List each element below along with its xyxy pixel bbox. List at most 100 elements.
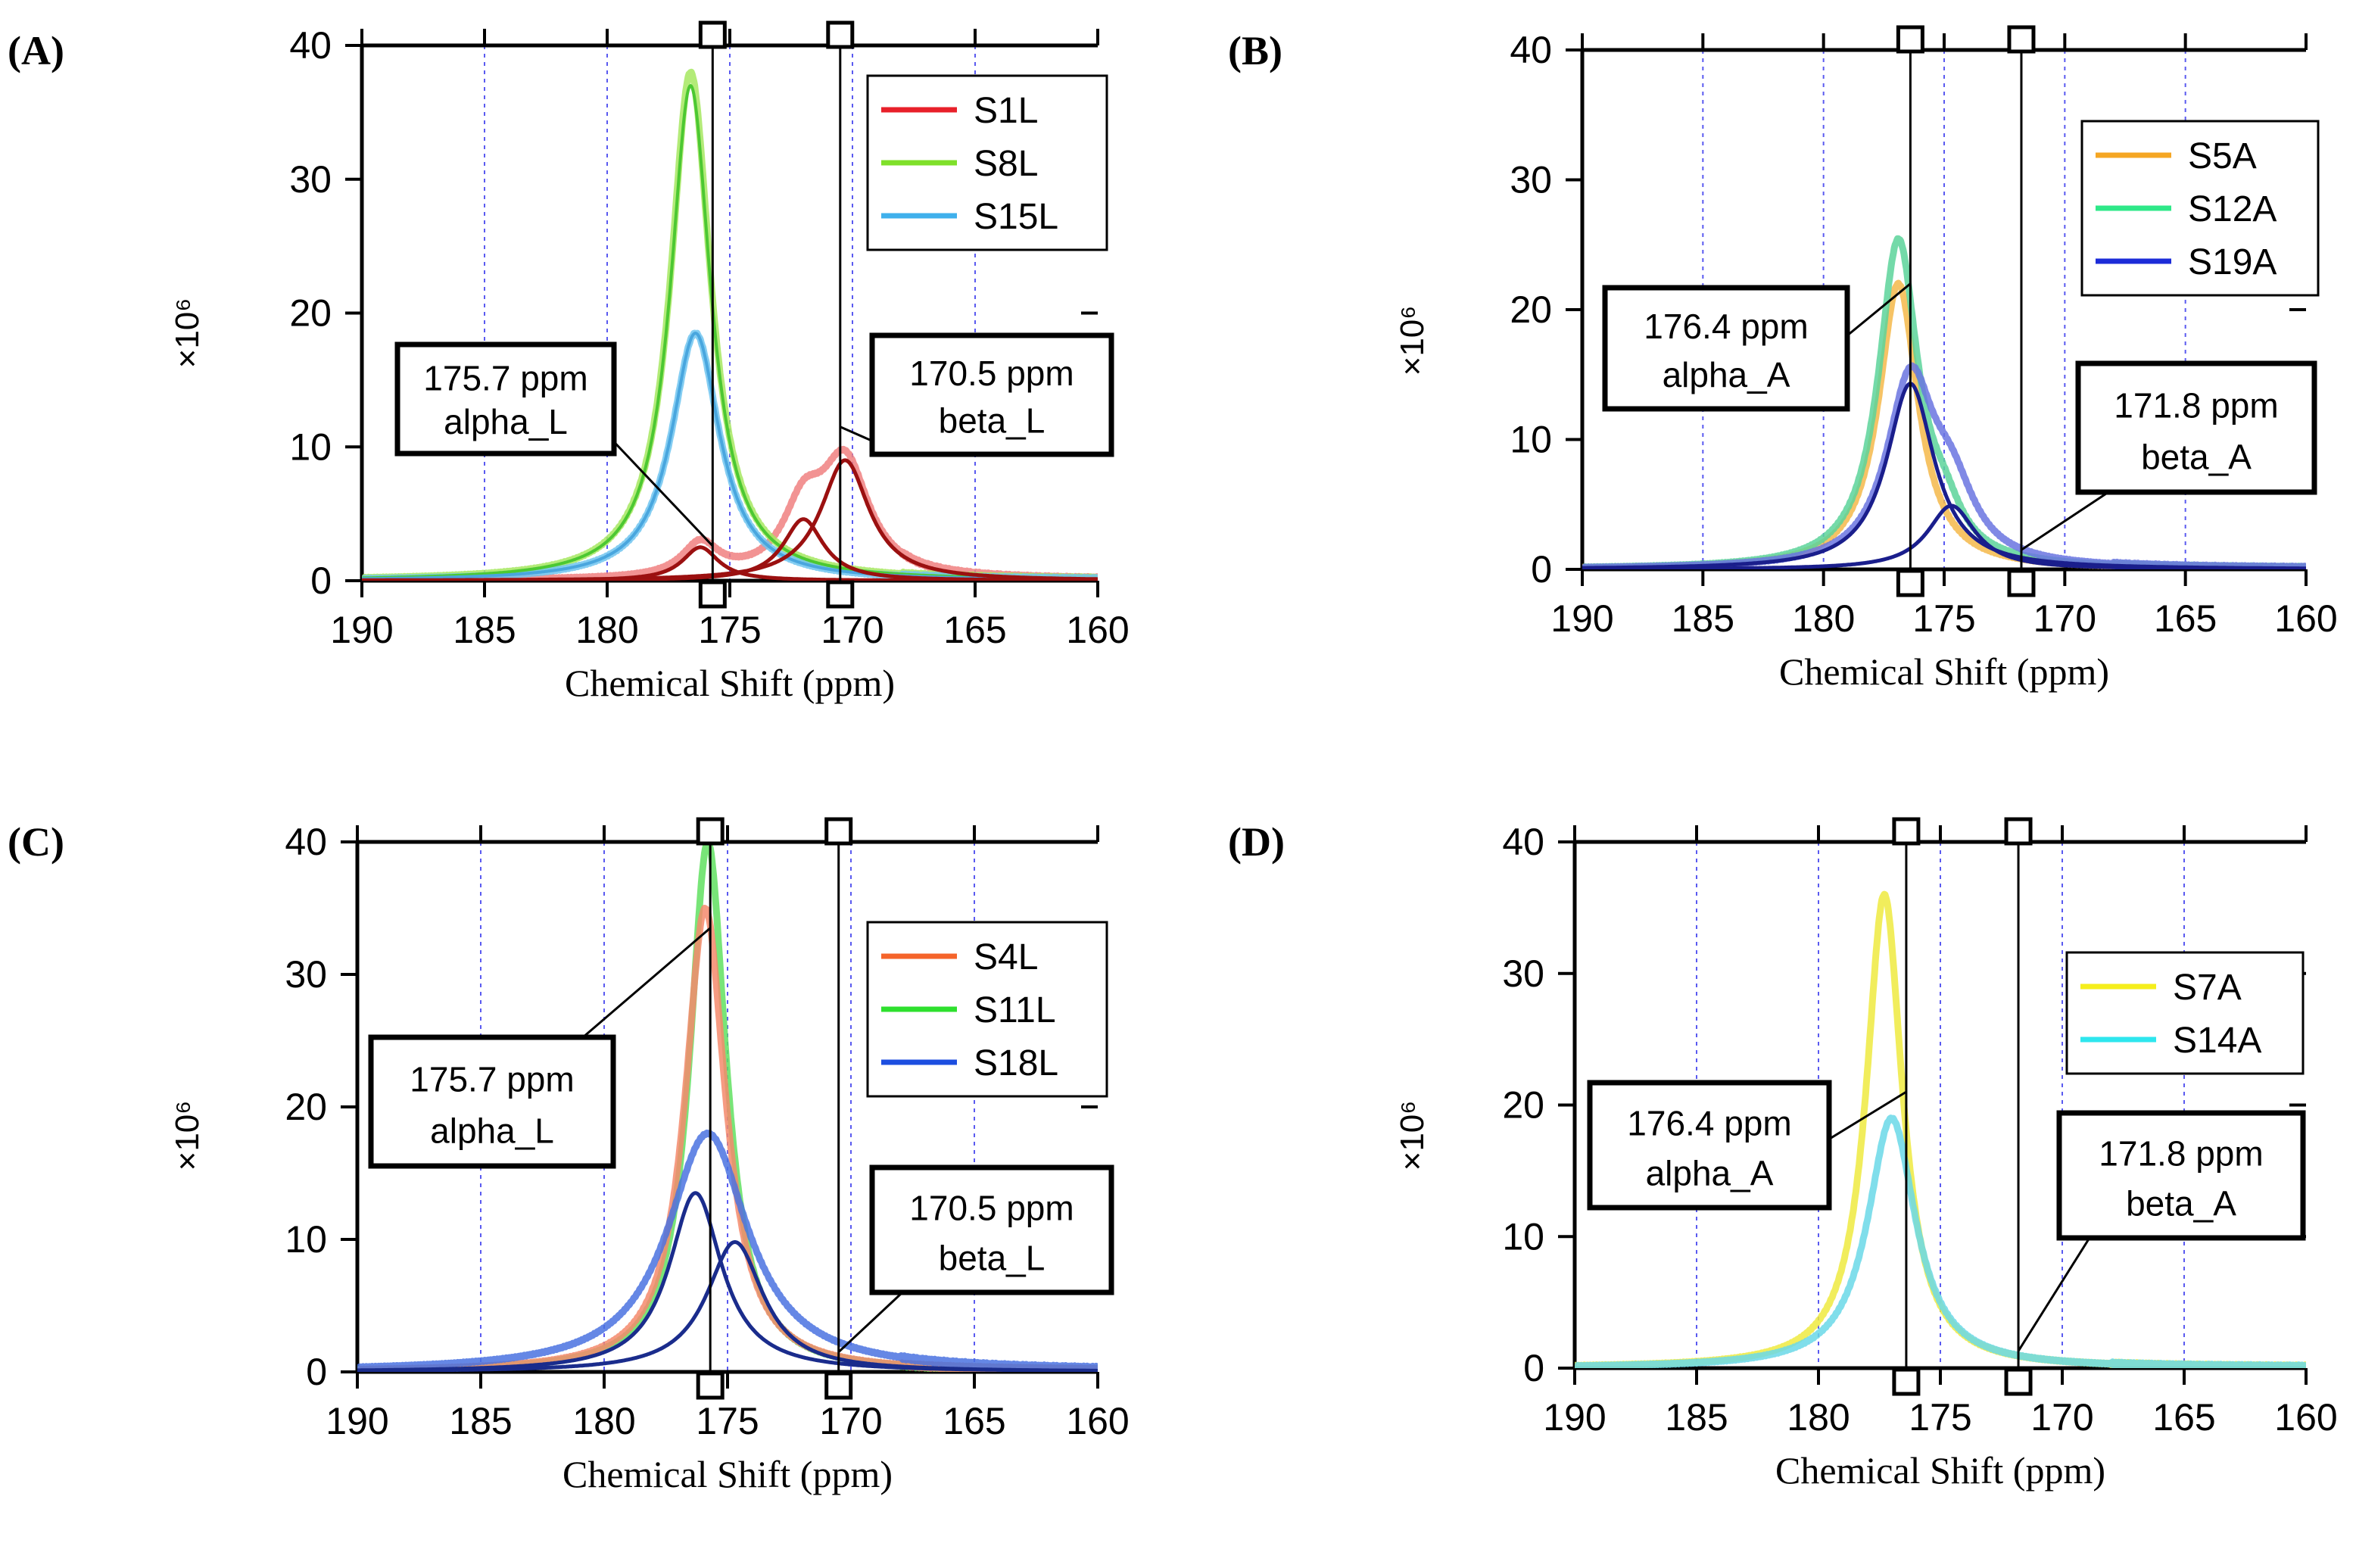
- legend-label: S15L: [974, 197, 1058, 237]
- y-tick-label: 30: [289, 158, 332, 201]
- panel-d: (D) ×10⁶ 190 185 180 175 170 165 160 Chemical Shi…: [1228, 817, 2338, 1492]
- legend-label: S18L: [974, 1043, 1058, 1083]
- annotation-line1: 170.5 ppm: [909, 1188, 1074, 1227]
- annotation-box: [368, 1034, 616, 1169]
- y-unit-label: ×10⁶: [1394, 306, 1431, 376]
- legend-label: S8L: [974, 144, 1038, 184]
- marker-handle-top[interactable]: [696, 817, 725, 846]
- x-tick-label: 190: [1550, 597, 1613, 640]
- marker-handle-bottom[interactable]: [2004, 1367, 2033, 1396]
- marker-handle-top[interactable]: [1896, 25, 1924, 54]
- y-tick-label: 0: [1531, 548, 1552, 591]
- annotation-box: [869, 332, 1114, 457]
- annotation-line1: 171.8 ppm: [2099, 1133, 2263, 1173]
- legend-label: S11L: [974, 990, 1056, 1030]
- marker-handle-bottom[interactable]: [1896, 569, 1924, 597]
- annotation-leader: [2021, 491, 2109, 551]
- marker-handle-bottom[interactable]: [826, 580, 855, 609]
- x-tick-label: 190: [330, 609, 393, 651]
- series-s1l-component-3: [362, 458, 1098, 581]
- marker-handle-top[interactable]: [1892, 817, 1921, 846]
- x-tick-label: 160: [1066, 1400, 1129, 1442]
- x-tick-label: 190: [1543, 1396, 1606, 1439]
- x-tick-label: 180: [572, 1400, 635, 1442]
- x-tick-label: 170: [2030, 1396, 2093, 1439]
- x-axis-title: Chemical Shift (ppm): [565, 662, 895, 704]
- y-tick-label: 20: [289, 292, 332, 335]
- y-tick-label: 30: [1502, 952, 1544, 995]
- annotation-line1: 176.4 ppm: [1627, 1103, 1791, 1142]
- plot-area: [357, 842, 1098, 1372]
- marker-handle-bottom[interactable]: [1892, 1367, 1921, 1396]
- annotation-line2: alpha_L: [444, 402, 568, 441]
- annotation-box: [869, 1164, 1114, 1295]
- y-unit-label: ×10⁶: [1394, 1101, 1431, 1171]
- panel-label: (D): [1228, 819, 1285, 865]
- x-tick-label: 170: [819, 1400, 882, 1442]
- annotation: 171.8 ppm beta_A: [2017, 1110, 2306, 1352]
- legend-box: [2065, 951, 2305, 1075]
- annotation-leader: [582, 927, 712, 1039]
- legend: S1L S8L S15L: [866, 74, 1108, 251]
- marker-handle-bottom[interactable]: [2007, 569, 2036, 597]
- annotation-line2: alpha_A: [1663, 355, 1790, 394]
- annotation: 170.5 ppm beta_L: [837, 1164, 1114, 1353]
- annotation-leader: [837, 1291, 904, 1353]
- y-tick-label: 20: [285, 1086, 327, 1128]
- marker-handle-top[interactable]: [824, 817, 853, 846]
- series-s19a-component-2: [1582, 503, 2306, 569]
- y-tick-label: 0: [1523, 1347, 1544, 1389]
- marker-handle-top[interactable]: [2004, 817, 2033, 846]
- annotation-box: [2075, 360, 2317, 495]
- annotation-line2: beta_L: [939, 1238, 1046, 1277]
- annotation-line2: alpha_A: [1646, 1153, 1774, 1192]
- y-tick-label: 30: [1510, 159, 1552, 201]
- panel-label: (A): [8, 28, 64, 73]
- x-tick-label: 175: [698, 609, 761, 651]
- y-unit-label: ×10⁶: [169, 1101, 206, 1171]
- plot-area: [1582, 235, 2306, 569]
- x-tick-label: 175: [1912, 597, 1975, 640]
- x-tick-label: 185: [1665, 1396, 1728, 1439]
- annotation: 176.4 ppm alpha_A: [1587, 1080, 1907, 1211]
- marker-handle-top[interactable]: [826, 20, 855, 49]
- legend: S5A S12A S19A: [2080, 120, 2320, 297]
- legend-label: S14A: [2173, 1021, 2261, 1061]
- marker-handle-bottom[interactable]: [698, 580, 727, 609]
- x-axis-title: Chemical Shift (ppm): [563, 1453, 893, 1495]
- marker-handle-top[interactable]: [2007, 25, 2036, 54]
- annotation-box: [394, 341, 617, 457]
- series-s18l-component-2: [357, 1240, 1098, 1372]
- series-s14a: [1575, 1114, 2306, 1368]
- legend-label: S4L: [974, 937, 1038, 977]
- annotation: 175.7 ppm alpha_L: [394, 341, 714, 547]
- legend: S7A S14A: [2065, 951, 2305, 1075]
- marker-handle-bottom[interactable]: [824, 1371, 853, 1400]
- x-axis-title: Chemical Shift (ppm): [1775, 1449, 2105, 1492]
- x-tick-label: 180: [575, 609, 638, 651]
- legend-label: S19A: [2188, 242, 2277, 282]
- plot-area: [362, 68, 1098, 581]
- x-tick-label: 160: [1066, 609, 1129, 651]
- y-tick-label: 10: [289, 426, 332, 468]
- annotation: 175.7 ppm alpha_L: [368, 927, 712, 1169]
- y-tick-label: 20: [1510, 288, 1552, 331]
- annotation-line2: beta_L: [939, 401, 1046, 441]
- legend-label: S1L: [974, 91, 1038, 131]
- y-unit-label: ×10⁶: [169, 298, 206, 369]
- annotation-box: [2056, 1110, 2306, 1241]
- x-axis-title: Chemical Shift (ppm): [1779, 650, 2109, 693]
- panel-label: (C): [8, 819, 64, 865]
- marker-handle-bottom[interactable]: [696, 1371, 725, 1400]
- x-tick-label: 160: [2274, 597, 2337, 640]
- annotation-line2: beta_A: [2141, 437, 2252, 476]
- marker-handle-top[interactable]: [698, 20, 727, 49]
- panel-c: (C) ×10⁶ 190 185 180 175 170 165 160 Chemical Shi…: [8, 817, 1130, 1495]
- legend: S4L S11L S18L: [866, 921, 1108, 1098]
- annotation-line1: 170.5 ppm: [909, 354, 1074, 393]
- annotation-line1: 176.4 ppm: [1644, 307, 1808, 346]
- y-tick-label: 40: [1502, 821, 1544, 863]
- x-tick-label: 165: [943, 609, 1006, 651]
- x-tick-label: 180: [1792, 597, 1855, 640]
- legend-label: S12A: [2188, 189, 2277, 229]
